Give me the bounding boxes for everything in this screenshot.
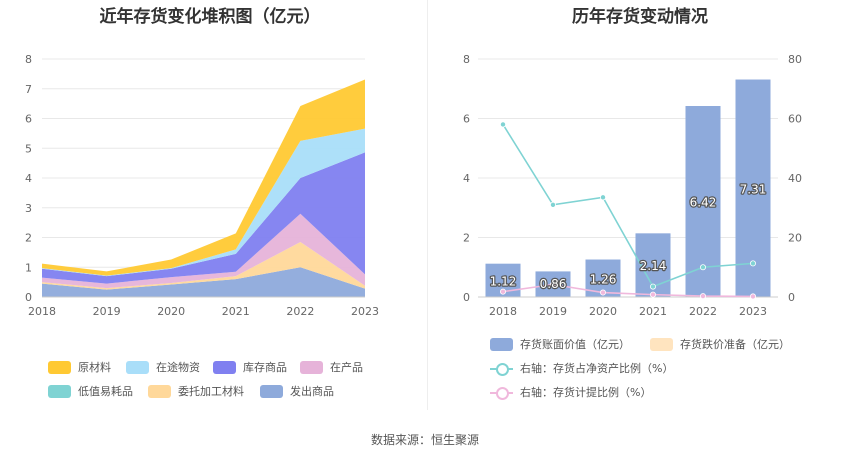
y-tick-label: 6 <box>25 113 32 126</box>
area-series <box>42 213 365 289</box>
area-series <box>42 241 365 290</box>
legend-item-net-asset-ratio[interactable]: 右轴：存货占净资产比例（%） <box>490 360 673 376</box>
stacked-area-chart: 0 1 2 3 4 5 6 7 8 2018 2019 2020 2021 2022 2023 <box>25 53 379 318</box>
area-series <box>42 267 365 297</box>
panel-divider <box>427 0 428 410</box>
right-legend: 存货账面价值（亿元） 存货跌价准备（亿元） 右轴：存货占净资产比例（%） 右轴：… <box>490 336 790 400</box>
legend-label: 低值易耗品 <box>78 385 133 398</box>
x-tick-label: 2021 <box>222 305 250 318</box>
legend-label: 存货账面价值（亿元） <box>520 338 630 351</box>
y-tick-label: 0 <box>25 291 32 304</box>
x-tick-label: 2023 <box>351 305 379 318</box>
y-tick-label: 4 <box>25 172 32 185</box>
legend-label: 右轴：存货占净资产比例（%） <box>520 362 674 375</box>
legend-swatch <box>300 360 323 374</box>
legend-label: 存货跌价准备（亿元） <box>680 338 790 351</box>
legend-item-wip[interactable]: 在产品 <box>300 359 363 375</box>
legend-swatch <box>490 386 513 400</box>
legend-swatch <box>213 360 236 374</box>
area-series <box>42 128 365 277</box>
legend-swatch <box>260 384 283 398</box>
left-legend: 原材料 在途物资 库存商品 在产品 低值易耗品 委托加工材料 发出商品 <box>0 0 430 420</box>
legend-item-stock-goods[interactable]: 库存商品 <box>213 359 287 375</box>
data-source-note: 数据来源：恒生聚源 <box>370 433 479 447</box>
right-chart-title: 历年存货变动情况 <box>572 7 708 27</box>
legend-swatch <box>650 337 673 351</box>
legend-item-impairment[interactable]: 存货跌价准备（亿元） <box>650 336 790 352</box>
x-tick-label: 2019 <box>93 305 121 318</box>
legend-item-goods-shipped[interactable]: 发出商品 <box>260 383 334 399</box>
legend-item-in-transit[interactable]: 在途物资 <box>126 359 200 375</box>
x-tick-label: 2018 <box>28 305 56 318</box>
legend-label: 发出商品 <box>290 385 334 398</box>
area-series <box>42 152 365 284</box>
legend-swatch <box>48 360 71 374</box>
legend-label: 库存商品 <box>243 361 287 374</box>
legend-item-provision-ratio[interactable]: 右轴：存货计提比例（%） <box>490 384 651 400</box>
legend-label: 委托加工材料 <box>178 385 244 398</box>
y-tick-label: 5 <box>25 142 32 155</box>
left-chart-title: 近年存货变化堆积图（亿元） <box>99 7 321 27</box>
legend-swatch <box>48 384 71 398</box>
legend-label: 在产品 <box>330 361 363 374</box>
y-tick-label: 3 <box>25 202 32 215</box>
legend-label: 在途物资 <box>156 361 200 374</box>
legend-item-book-value[interactable]: 存货账面价值（亿元） <box>490 336 630 352</box>
legend-item-raw-materials[interactable]: 原材料 <box>48 359 111 375</box>
legend-item-low-value-consumables[interactable]: 低值易耗品 <box>48 383 133 399</box>
legend-item-consigned-materials[interactable]: 委托加工材料 <box>148 383 244 399</box>
x-tick-label: 2022 <box>286 305 314 318</box>
legend-label: 原材料 <box>78 361 111 374</box>
y-tick-label: 1 <box>25 261 32 274</box>
legend-swatch <box>126 360 149 374</box>
legend-swatch <box>490 362 513 376</box>
area-series <box>42 79 365 276</box>
x-tick-label: 2020 <box>157 305 185 318</box>
y-tick-label: 7 <box>25 83 32 96</box>
legend-label: 右轴：存货计提比例（%） <box>520 386 652 399</box>
legend-swatch <box>490 337 513 351</box>
legend-swatch <box>148 384 171 398</box>
y-tick-label: 8 <box>25 53 32 66</box>
y-tick-label: 2 <box>25 232 32 245</box>
